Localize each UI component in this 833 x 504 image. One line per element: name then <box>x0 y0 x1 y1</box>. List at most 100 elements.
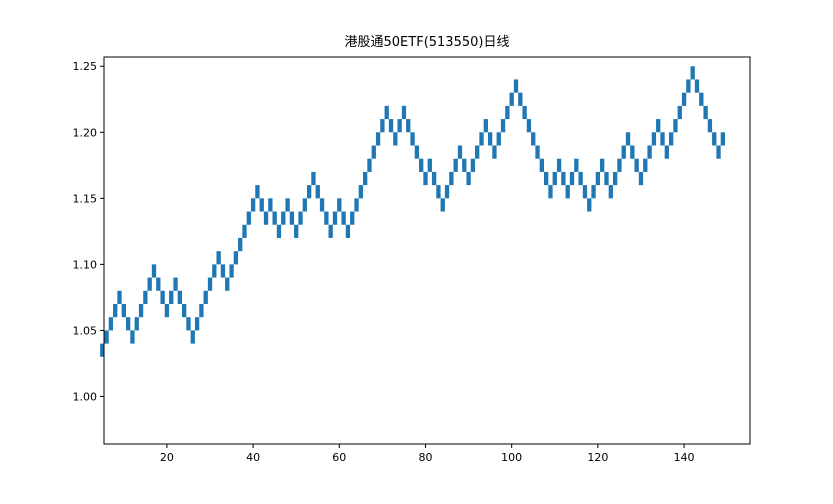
brick <box>246 211 251 225</box>
brick <box>621 145 626 159</box>
brick <box>272 211 277 225</box>
x-tick-label: 80 <box>418 451 432 464</box>
x-tick-label: 100 <box>501 451 522 464</box>
brick <box>548 185 553 199</box>
brick <box>294 224 299 238</box>
brick <box>556 158 562 172</box>
brick <box>457 145 463 159</box>
brick <box>612 171 618 186</box>
chart-title: 港股通50ETF(513550)日线 <box>345 35 510 50</box>
brick <box>673 119 678 133</box>
brick <box>199 303 204 318</box>
brick <box>203 290 208 304</box>
x-tick-label: 20 <box>160 451 174 464</box>
brick <box>401 105 407 120</box>
brick <box>285 198 290 212</box>
brick <box>242 224 247 238</box>
brick <box>345 224 351 238</box>
brick <box>526 119 532 133</box>
brick <box>522 105 527 120</box>
brick <box>414 145 420 159</box>
brick <box>337 198 342 212</box>
brick <box>531 132 536 146</box>
brick <box>406 119 411 133</box>
brick <box>207 277 213 291</box>
y-tick-label: 1.00 <box>73 390 98 403</box>
brick <box>125 317 131 331</box>
brick <box>423 171 428 186</box>
brick <box>259 198 264 212</box>
brick <box>410 132 415 146</box>
x-tick-label: 40 <box>246 451 260 464</box>
brick <box>121 303 126 318</box>
brick <box>656 119 661 133</box>
brick <box>380 119 385 133</box>
brick <box>630 145 635 159</box>
brick <box>358 185 364 199</box>
brick <box>375 132 381 146</box>
brick <box>130 330 135 344</box>
brick <box>220 264 226 278</box>
brick <box>643 158 648 172</box>
brick <box>190 330 195 344</box>
brick <box>151 264 157 278</box>
brick <box>617 158 622 172</box>
brick <box>302 198 307 212</box>
brick <box>690 66 695 80</box>
brick <box>574 158 579 172</box>
brick <box>419 158 424 172</box>
brick <box>263 211 269 225</box>
brick <box>505 105 510 120</box>
brick <box>225 277 230 291</box>
brick <box>169 290 174 304</box>
brick <box>694 79 700 93</box>
x-tick-label: 140 <box>674 451 695 464</box>
brick <box>332 211 338 225</box>
brick <box>707 119 713 133</box>
brick <box>341 211 346 225</box>
brick <box>604 171 609 186</box>
brick <box>487 132 493 146</box>
brick <box>595 171 601 186</box>
brick <box>298 211 303 225</box>
brick <box>186 317 191 331</box>
brick <box>436 185 441 199</box>
brick <box>255 185 260 199</box>
brick <box>388 119 394 133</box>
brick <box>462 158 467 172</box>
brick <box>513 79 519 93</box>
brick <box>397 119 402 133</box>
brick <box>492 145 497 159</box>
brick <box>229 264 234 278</box>
brick <box>177 290 183 304</box>
brick <box>479 132 484 146</box>
brick <box>638 171 644 186</box>
brick <box>350 211 355 225</box>
brick <box>268 198 273 212</box>
brick <box>100 343 105 357</box>
y-tick-label: 1.10 <box>73 258 98 271</box>
brick <box>281 211 286 225</box>
brick <box>647 145 652 159</box>
y-tick-label: 1.05 <box>73 324 98 337</box>
brick <box>466 171 471 186</box>
brick <box>712 132 717 146</box>
brick <box>431 171 437 186</box>
brick <box>509 92 514 106</box>
brick <box>238 237 243 252</box>
brick <box>315 185 320 199</box>
brick <box>699 92 704 106</box>
brick <box>539 158 545 172</box>
brick <box>143 290 148 304</box>
brick <box>449 171 454 186</box>
brick <box>173 277 178 291</box>
brick <box>250 198 256 212</box>
brick <box>565 185 570 199</box>
brick <box>591 185 596 199</box>
brick <box>212 264 217 278</box>
brick <box>500 119 506 133</box>
brick <box>289 211 295 225</box>
brick <box>668 132 674 146</box>
brick <box>720 132 726 146</box>
